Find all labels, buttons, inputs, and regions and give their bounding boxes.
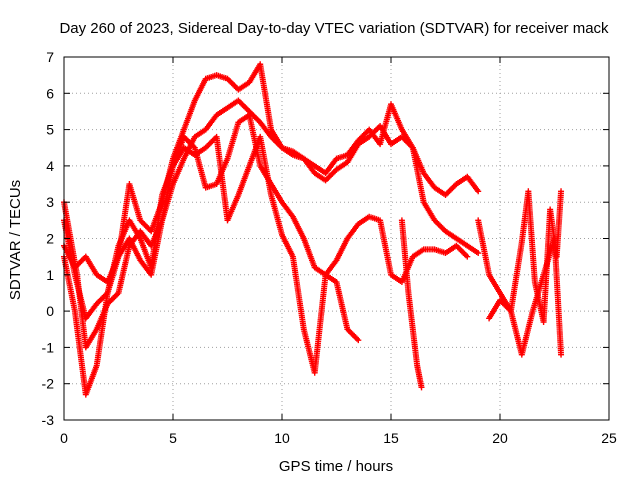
x-tick-label: 15 bbox=[383, 430, 399, 446]
y-tick-label: 5 bbox=[46, 122, 54, 138]
y-tick-label: -2 bbox=[42, 376, 55, 392]
x-axis-label: GPS time / hours bbox=[279, 458, 393, 475]
x-tick-label: 10 bbox=[274, 430, 290, 446]
y-tick-label: 4 bbox=[46, 158, 54, 174]
data-point bbox=[475, 188, 482, 195]
y-tick-label: 6 bbox=[46, 85, 54, 101]
y-tick-label: 2 bbox=[46, 231, 54, 247]
x-tick-label: 20 bbox=[492, 430, 508, 446]
axis-layer: 0 5 10 15 20 25 -3 -2 -1 0 1 2 3 4 5 6 7 bbox=[42, 49, 617, 446]
y-tick-label: -1 bbox=[42, 339, 55, 355]
y-tick-label: 0 bbox=[46, 303, 54, 319]
data-point bbox=[355, 337, 362, 344]
chart-title: Day 260 of 2023, Sidereal Day-to-day VTE… bbox=[59, 20, 609, 37]
y-tick-label: -3 bbox=[42, 412, 55, 428]
x-tick-label: 5 bbox=[169, 430, 177, 446]
data-layer bbox=[61, 61, 565, 398]
data-point bbox=[464, 253, 471, 260]
series-track-6 bbox=[486, 188, 565, 325]
y-axis-label: SDTVAR / TECUs bbox=[7, 180, 24, 300]
data-point bbox=[418, 384, 425, 391]
y-tick-label: 3 bbox=[46, 194, 54, 210]
data-point bbox=[558, 351, 565, 358]
series-track-7 bbox=[398, 217, 425, 391]
data-point bbox=[475, 250, 482, 257]
series-track-4 bbox=[61, 133, 362, 398]
grid-layer bbox=[64, 57, 609, 420]
series-track-2 bbox=[61, 97, 482, 351]
x-tick-label: 25 bbox=[601, 430, 617, 446]
y-tick-label: 7 bbox=[46, 49, 54, 65]
y-tick-label: 1 bbox=[46, 267, 54, 283]
data-point bbox=[558, 188, 565, 195]
x-tick-label: 0 bbox=[60, 430, 68, 446]
